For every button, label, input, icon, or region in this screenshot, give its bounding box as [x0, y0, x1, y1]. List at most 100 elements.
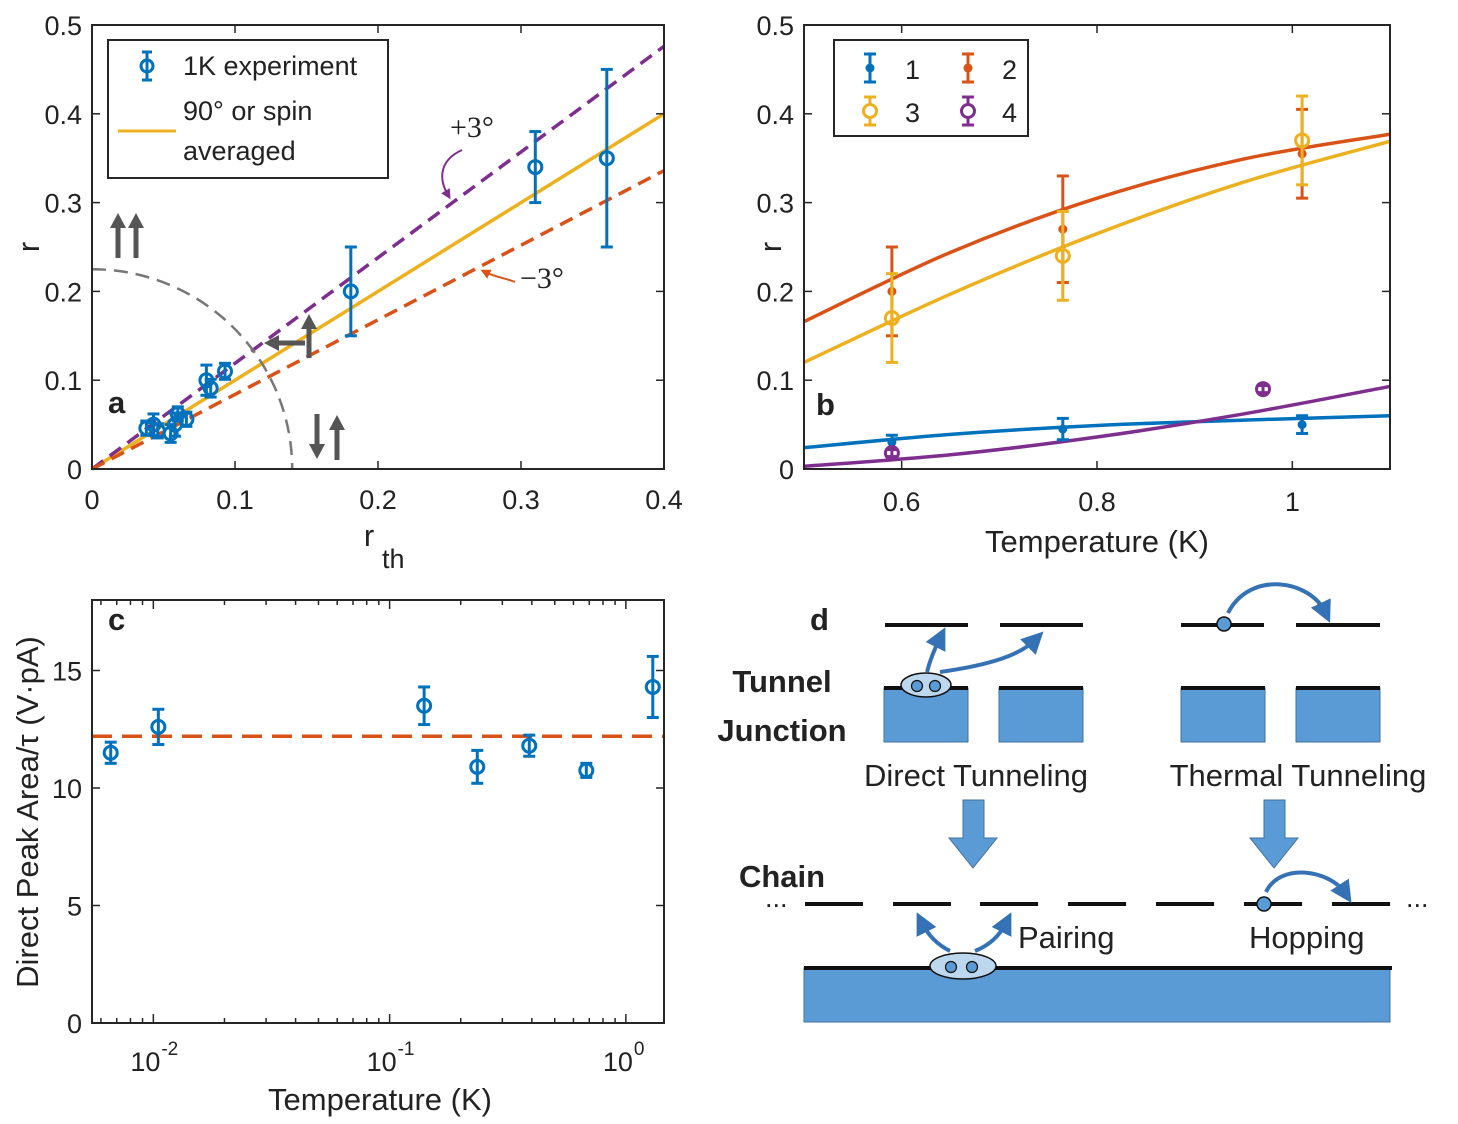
chain-ellipsis-right: ...	[1406, 883, 1429, 913]
y-tick-label: 15	[52, 657, 82, 687]
y-tick-label: 0.1	[44, 366, 82, 396]
legend-marker-series-2	[963, 63, 973, 73]
data-point-series-3	[1054, 247, 1071, 264]
panel-a-xlabel-subscript: th	[382, 544, 405, 574]
y-tick-label: 0.4	[756, 100, 794, 130]
legend-marker-series-3	[862, 103, 878, 119]
electron-pair-icon	[900, 672, 952, 698]
fit-curve-series-1	[803, 413, 1391, 450]
spin-left-up-icon	[264, 314, 317, 358]
junction-label: Junction	[717, 713, 846, 748]
x-tick-exponent: -1	[398, 1039, 415, 1060]
y-tick-label: 0.4	[44, 100, 82, 130]
pairing-arrow-icon	[916, 912, 951, 953]
tunneling-arrow-icon	[925, 627, 946, 673]
y-tick-label: 0.3	[44, 189, 82, 219]
legend-marker-series-4	[960, 103, 976, 119]
tunneling-arrow-icon	[939, 631, 1044, 674]
data-point	[578, 762, 595, 779]
x-tick-label: 0.6	[883, 487, 921, 517]
data-point	[342, 283, 359, 300]
plus-3-annotation-arrow	[441, 149, 463, 200]
minus-3-annotation-arrow	[480, 269, 516, 283]
y-tick-label: 0.1	[756, 366, 794, 396]
panel-a-guides	[91, 267, 294, 470]
data-point	[102, 744, 119, 761]
x-tick-label: 0.4	[645, 485, 683, 515]
quarter-circle-guide	[91, 267, 294, 470]
data-point-series-1	[887, 437, 897, 447]
x-tick-exponent: -2	[161, 1039, 178, 1060]
hopping-label: Hopping	[1249, 920, 1364, 955]
x-tick-label: 0.3	[502, 485, 540, 515]
data-point	[521, 737, 538, 754]
legend-label-1: 1	[905, 55, 920, 85]
panel-c-xlabel: Temperature (K)	[268, 1082, 492, 1117]
minus-3-degree-label: −3°	[520, 262, 564, 295]
y-tick-label: 0.2	[44, 277, 82, 307]
pairing-label: Pairing	[1018, 920, 1115, 955]
down-arrow-icon	[1248, 799, 1300, 869]
data-point	[644, 678, 661, 695]
pairing-arrow-icon	[974, 912, 1012, 953]
x-tick-label: 10	[367, 1047, 397, 1077]
y-tick-label: 0	[67, 1009, 82, 1039]
panel-b-data-points	[883, 94, 1311, 462]
panel-d-diagram: d Tunnel Junction Direct Tunneling Therm…	[717, 582, 1429, 1023]
legend-label-averaged: averaged	[183, 136, 296, 166]
legend-label-2: 2	[1002, 55, 1017, 85]
panel-a-label: a	[108, 385, 126, 420]
legend-label-3: 3	[905, 98, 920, 128]
y-tick-label: 0.2	[756, 277, 794, 307]
panel-a-fit-lines	[90, 44, 666, 471]
data-point-series-3	[883, 310, 900, 327]
y-tick-label: 0.5	[756, 11, 794, 41]
electrode-block	[998, 687, 1084, 743]
hopping-arrow-icon	[1264, 870, 1352, 904]
data-point	[216, 363, 233, 380]
spin-down-up-icon	[309, 414, 345, 460]
panel-a-ticks: 0 0.1 0.2 0.3 0.4 0 0.1 0.2 0.3 0.4 0.5	[44, 11, 682, 515]
data-point	[202, 380, 219, 397]
panel-b-ylabel: r	[753, 242, 788, 252]
x-tick-label: 0	[84, 485, 99, 515]
thermal-tunneling-label: Thermal Tunneling	[1170, 758, 1427, 793]
y-tick-label: 0	[67, 455, 82, 485]
x-tick-exponent: 0	[634, 1039, 645, 1060]
data-point	[527, 159, 544, 176]
legend-marker-series-1	[865, 63, 875, 73]
electron-pair-icon	[929, 952, 997, 980]
x-tick-label: 0.2	[359, 485, 397, 515]
legend-label-4: 4	[1002, 98, 1017, 128]
panel-c-label: c	[108, 602, 125, 637]
y-tick-label: 10	[52, 774, 82, 804]
fit-line-yellow	[91, 112, 665, 471]
data-point-series-4	[883, 445, 900, 462]
x-tick-label: 10	[603, 1047, 633, 1077]
y-tick-label: 0.5	[44, 11, 82, 41]
data-point-series-3	[1294, 132, 1311, 149]
y-tick-label: 5	[67, 892, 82, 922]
y-tick-label: 0	[779, 455, 794, 485]
data-point-series-4	[1255, 381, 1272, 398]
data-point	[178, 411, 195, 428]
panel-b-xlabel: Temperature (K)	[985, 524, 1209, 559]
data-point	[162, 425, 179, 442]
fit-curve-series-2	[803, 132, 1391, 324]
down-arrow-icon	[947, 799, 999, 869]
plus-3-degree-label: +3°	[450, 111, 494, 144]
panel-a-data-points	[138, 67, 615, 444]
panel-c-ylabel: Direct Peak Area/τ (V·pA)	[10, 636, 45, 988]
data-point-series-1	[1058, 424, 1068, 434]
fit-line-purple	[90, 44, 666, 471]
x-tick-label: 1	[1285, 487, 1300, 517]
panel-b-fit-curves	[803, 132, 1391, 469]
legend-label-spin: 90° or spin	[183, 96, 312, 126]
panel-a: 0 0.1 0.2 0.3 0.4 0 0.1 0.2 0.3 0.4 0.5 +3° −3°	[11, 11, 683, 574]
data-point-series-1	[1297, 420, 1307, 430]
y-tick-label: 0.3	[756, 189, 794, 219]
panel-c-axes-box	[91, 599, 665, 1024]
chain-label: Chain	[739, 859, 825, 894]
